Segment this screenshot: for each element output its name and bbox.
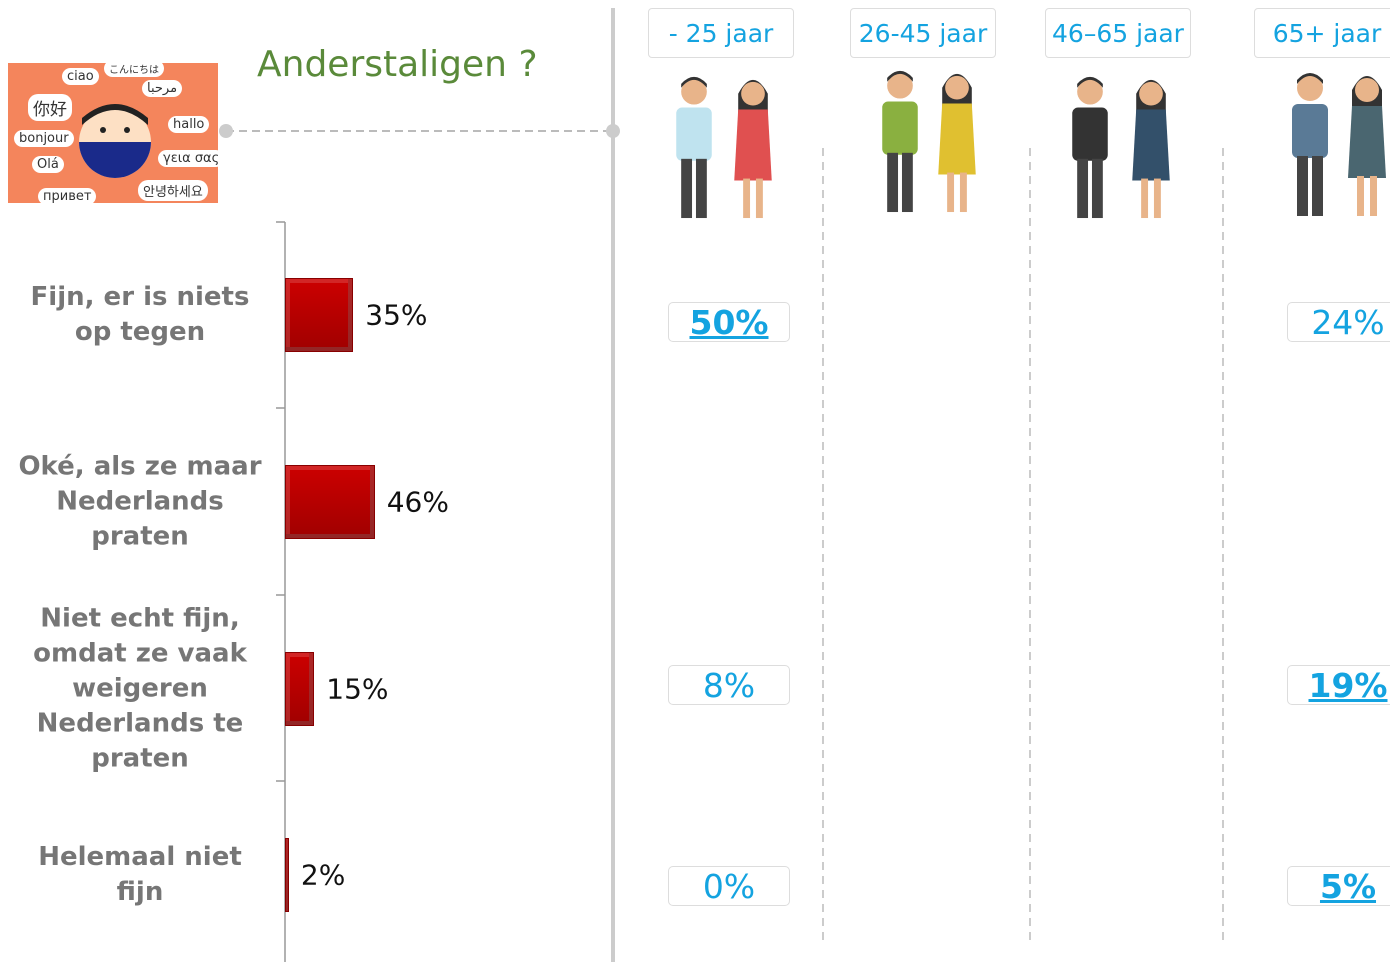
category-label: Helemaal niet fijn — [38, 842, 242, 907]
speech-word: مرحبا — [142, 80, 183, 97]
bar — [285, 465, 375, 539]
speech-word: こんにちは — [104, 60, 164, 77]
value-label: 46% — [386, 485, 449, 519]
age-value: 5% — [1287, 866, 1390, 906]
value-label: 2% — [300, 858, 346, 892]
category-label: Niet echt fijn, omdat ze vaak weigeren N… — [33, 603, 247, 774]
value-label: 15% — [326, 672, 389, 706]
category-label: Oké, als ze maar Nederlands praten — [18, 451, 262, 552]
speech-word: hallo — [168, 116, 210, 133]
speech-word: bonjour — [14, 130, 74, 147]
column-dividers — [822, 148, 1224, 945]
age-header: 46–65 jaar — [1045, 8, 1191, 58]
bar — [285, 838, 289, 912]
bar — [285, 278, 354, 352]
age-value: 24% — [1287, 302, 1390, 342]
age-value: 19% — [1287, 665, 1390, 705]
speech-word: 안녕하세요 — [138, 180, 208, 201]
category-label: Fijn, er is niets op tegen — [30, 282, 250, 347]
people — [676, 70, 1386, 219]
bar — [285, 652, 315, 726]
speech-word: 你好 — [28, 94, 72, 121]
speech-word: ciao — [62, 68, 99, 85]
age-header: 65+ jaar — [1254, 8, 1390, 58]
age-header: 26-45 jaar — [850, 8, 996, 58]
speech-word: Olá — [32, 156, 64, 173]
axis — [276, 221, 286, 962]
age-value: 50% — [668, 302, 790, 342]
age-header: - 25 jaar — [648, 8, 794, 58]
chart-title: Anderstaligen ? — [257, 44, 538, 85]
speech-word: γεια σας — [158, 150, 225, 167]
age-value: 0% — [668, 866, 790, 906]
speech-word: привет — [38, 188, 97, 205]
age-value: 8% — [668, 665, 790, 705]
value-label: 35% — [365, 298, 428, 332]
